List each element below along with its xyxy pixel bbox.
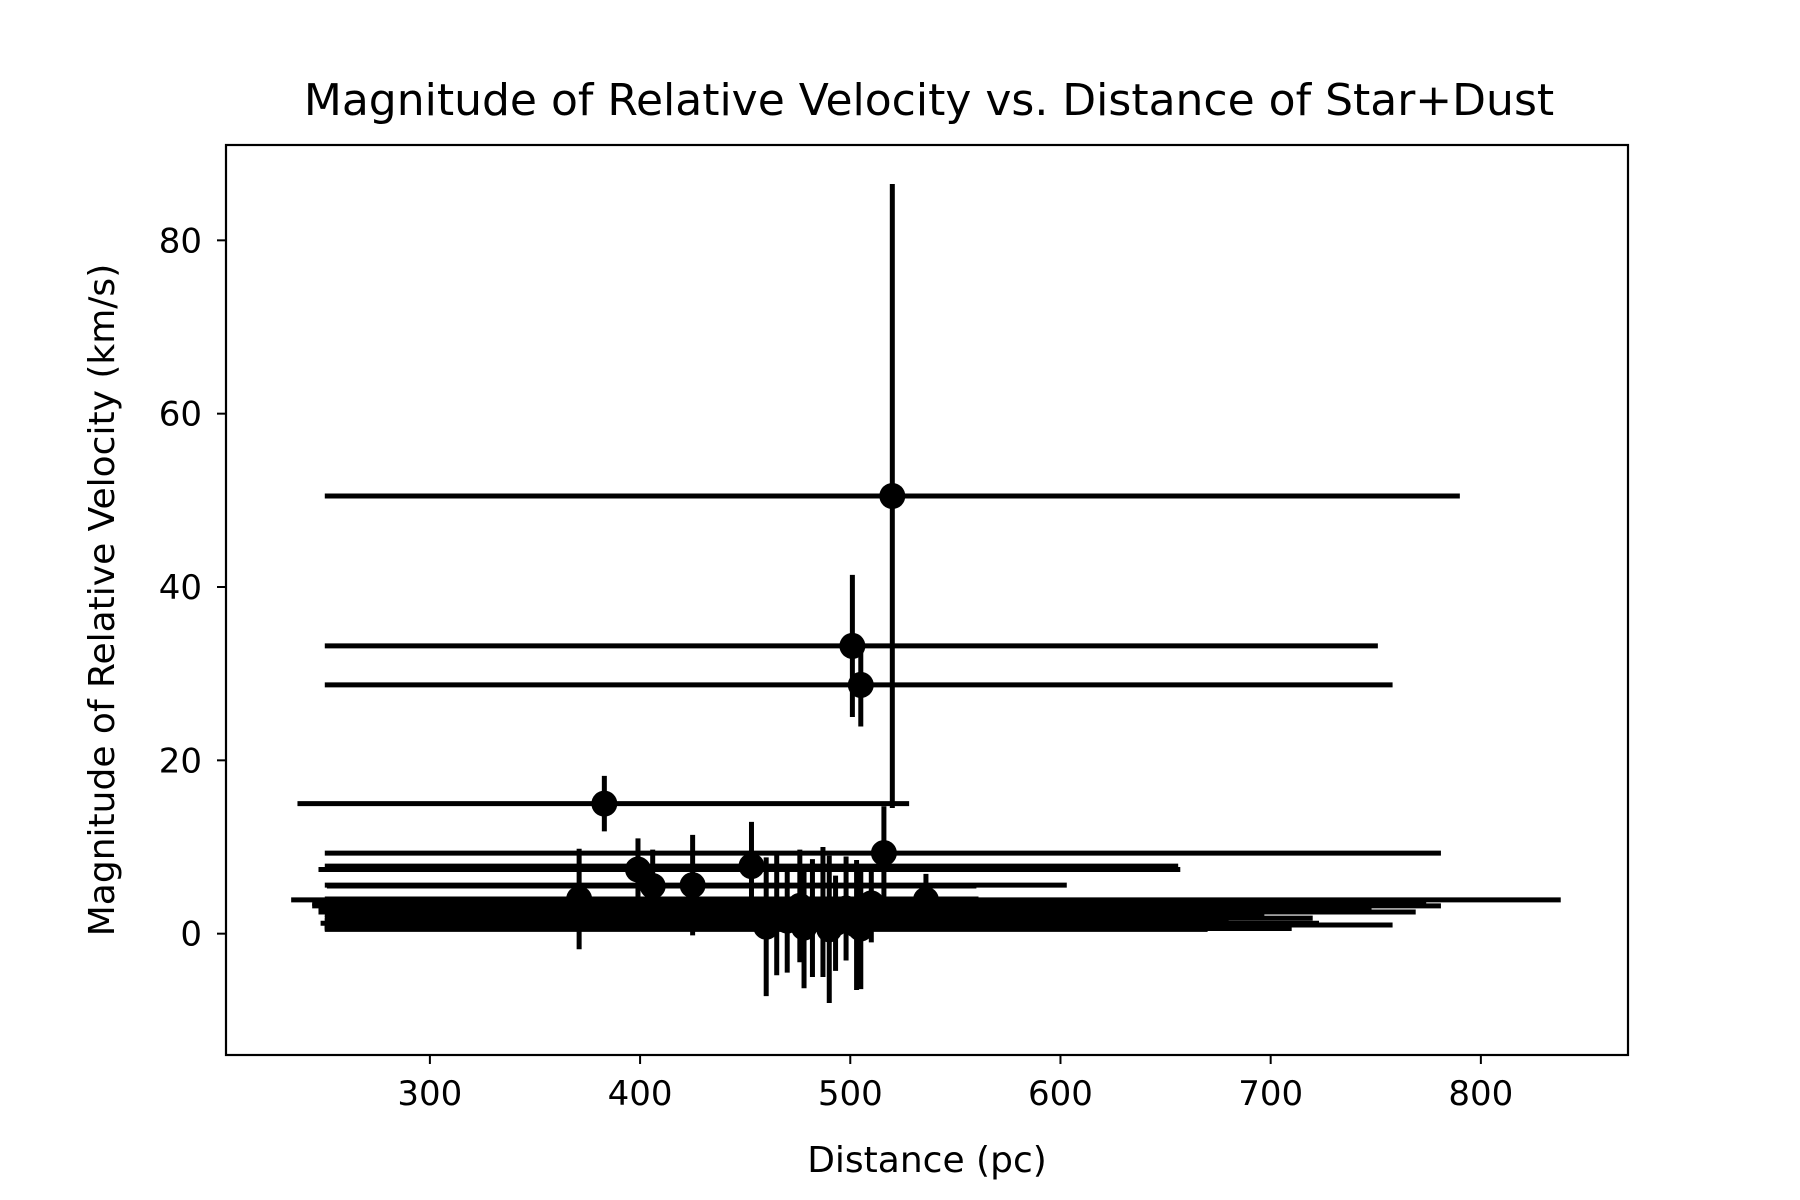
- data-point-group: [318, 856, 1372, 961]
- plot-area: [291, 184, 1561, 1003]
- data-point-group: [324, 859, 1313, 977]
- data-point: [738, 853, 765, 880]
- y-tick-label: 0: [180, 915, 202, 955]
- data-point-group: [324, 574, 1378, 717]
- x-tick-label: 800: [1448, 1074, 1513, 1114]
- data-point-group: [324, 643, 1393, 727]
- x-tick-label: 400: [608, 1074, 673, 1114]
- data-point: [870, 840, 897, 867]
- data-point: [879, 483, 906, 509]
- y-tick-label: 60: [159, 395, 202, 435]
- plot-frame: [224, 143, 1630, 1057]
- data-point-group: [324, 821, 1179, 911]
- data-point-group: [324, 855, 1208, 1003]
- y-tick-label: 80: [159, 221, 202, 261]
- x-axis: 300 400 500 600 700 800: [397, 1055, 1513, 1114]
- x-tick-label: 500: [818, 1074, 883, 1114]
- data-point-group: [324, 806, 1441, 900]
- chart-title: Magnitude of Relative Velocity vs. Dista…: [304, 75, 1554, 126]
- data-point-group: [324, 184, 1460, 808]
- y-tick-label: 40: [159, 568, 202, 608]
- data-point: [847, 671, 874, 698]
- y-axis-label: Magnitude of Relative Velocity (km/s): [82, 264, 123, 937]
- y-tick-label: 20: [159, 741, 202, 781]
- x-tick-label: 300: [397, 1074, 462, 1114]
- data-point: [591, 790, 618, 817]
- x-axis-label: Distance (pc): [807, 1140, 1047, 1181]
- data-point-group: [297, 775, 910, 832]
- x-tick-label: 700: [1238, 1074, 1303, 1114]
- data-point: [639, 873, 666, 899]
- x-tick-label: 600: [1028, 1074, 1093, 1114]
- data-point: [816, 916, 843, 943]
- y-axis: 0 20 40 60 80: [159, 221, 226, 955]
